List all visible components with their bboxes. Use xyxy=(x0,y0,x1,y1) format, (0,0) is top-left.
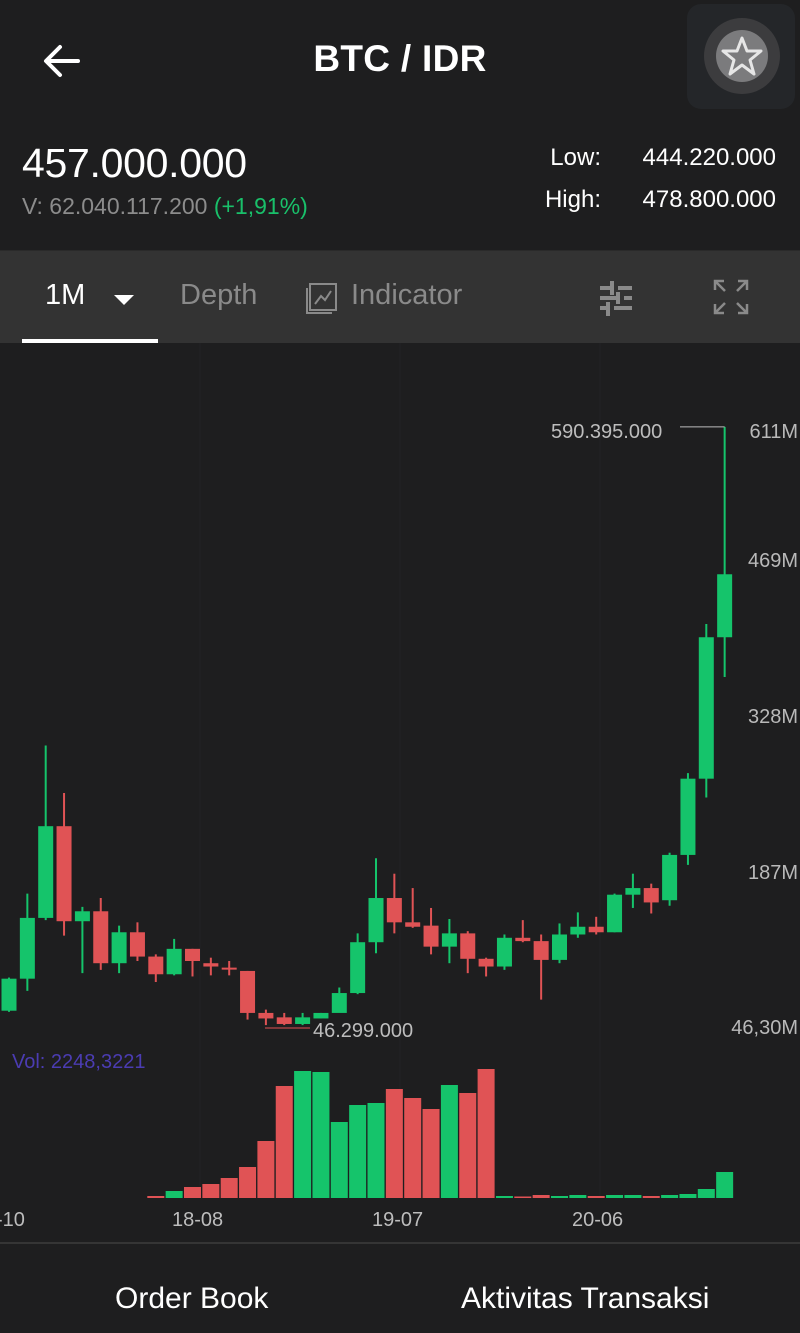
x-tick-2: 19-07 xyxy=(372,1209,424,1231)
price-change: (+1,91%) xyxy=(213,193,308,219)
top-bar: BTC / IDR xyxy=(0,0,800,122)
favorite-button-inner xyxy=(716,30,768,82)
y-tick-1: 469M xyxy=(747,550,798,572)
max-price-label: 590.395.000 xyxy=(551,421,663,443)
star-icon xyxy=(721,36,763,76)
price-block: 457.000.000 V: 62.040.117.200 (+1,91%) xyxy=(22,140,308,220)
volume-prefix: V: xyxy=(22,193,50,219)
page-title: BTC / IDR xyxy=(313,38,487,79)
caret-down-icon[interactable] xyxy=(114,295,134,305)
favorite-button[interactable] xyxy=(704,18,780,94)
volume-value: 62.040.117.200 xyxy=(49,193,208,219)
candlestick-chart[interactable]: 611M 469M 328M 187M 46,30M 590.395.000 4… xyxy=(0,343,800,1243)
low-high-block: Low: 444.220.000 High: 478.800.000 xyxy=(521,144,776,228)
y-tick-2: 328M xyxy=(747,706,798,728)
bottom-tabs: Order Book Aktivitas Transaksi xyxy=(0,1244,800,1333)
interval-selector[interactable]: 1M xyxy=(45,279,86,311)
sliders-icon[interactable] xyxy=(598,278,634,318)
volume-indicator-label: Vol: 2248,3221 xyxy=(12,1051,146,1073)
high-value: 478.800.000 xyxy=(642,186,776,213)
low-label: Low: xyxy=(550,144,601,171)
low-row: Low: 444.220.000 xyxy=(521,144,776,186)
favorite-button-wrap xyxy=(687,4,795,109)
volume-line: V: 62.040.117.200 (+1,91%) xyxy=(22,193,308,220)
x-tick-1: 18-08 xyxy=(172,1209,224,1231)
x-tick-0: -10 xyxy=(0,1209,25,1231)
expand-icon[interactable] xyxy=(712,278,750,316)
tab-order-book[interactable]: Order Book xyxy=(115,1282,269,1315)
low-value: 444.220.000 xyxy=(642,144,776,171)
tab-transaction-activity[interactable]: Aktivitas Transaksi xyxy=(461,1282,710,1315)
high-label: High: xyxy=(544,186,601,213)
tab-indicator[interactable]: Indicator xyxy=(351,279,463,311)
y-tick-0: 611M xyxy=(749,421,798,443)
x-tick-3: 20-06 xyxy=(572,1209,624,1231)
high-row: High: 478.800.000 xyxy=(521,186,776,228)
bottom-divider xyxy=(0,1242,800,1244)
active-tab-indicator xyxy=(22,339,158,343)
chart-toolbar: 1M Depth Indicator xyxy=(0,250,800,343)
y-tick-3: 187M xyxy=(747,862,798,884)
last-price: 457.000.000 xyxy=(22,140,247,186)
indicator-chart-icon[interactable] xyxy=(306,280,340,314)
y-tick-4: 46,30M xyxy=(731,1017,798,1039)
chart-canvas[interactable] xyxy=(0,343,800,1243)
arrow-left-icon xyxy=(44,45,80,77)
min-price-label: 46.299.000 xyxy=(313,1020,414,1042)
back-button[interactable] xyxy=(38,38,86,86)
tab-depth[interactable]: Depth xyxy=(180,279,258,311)
